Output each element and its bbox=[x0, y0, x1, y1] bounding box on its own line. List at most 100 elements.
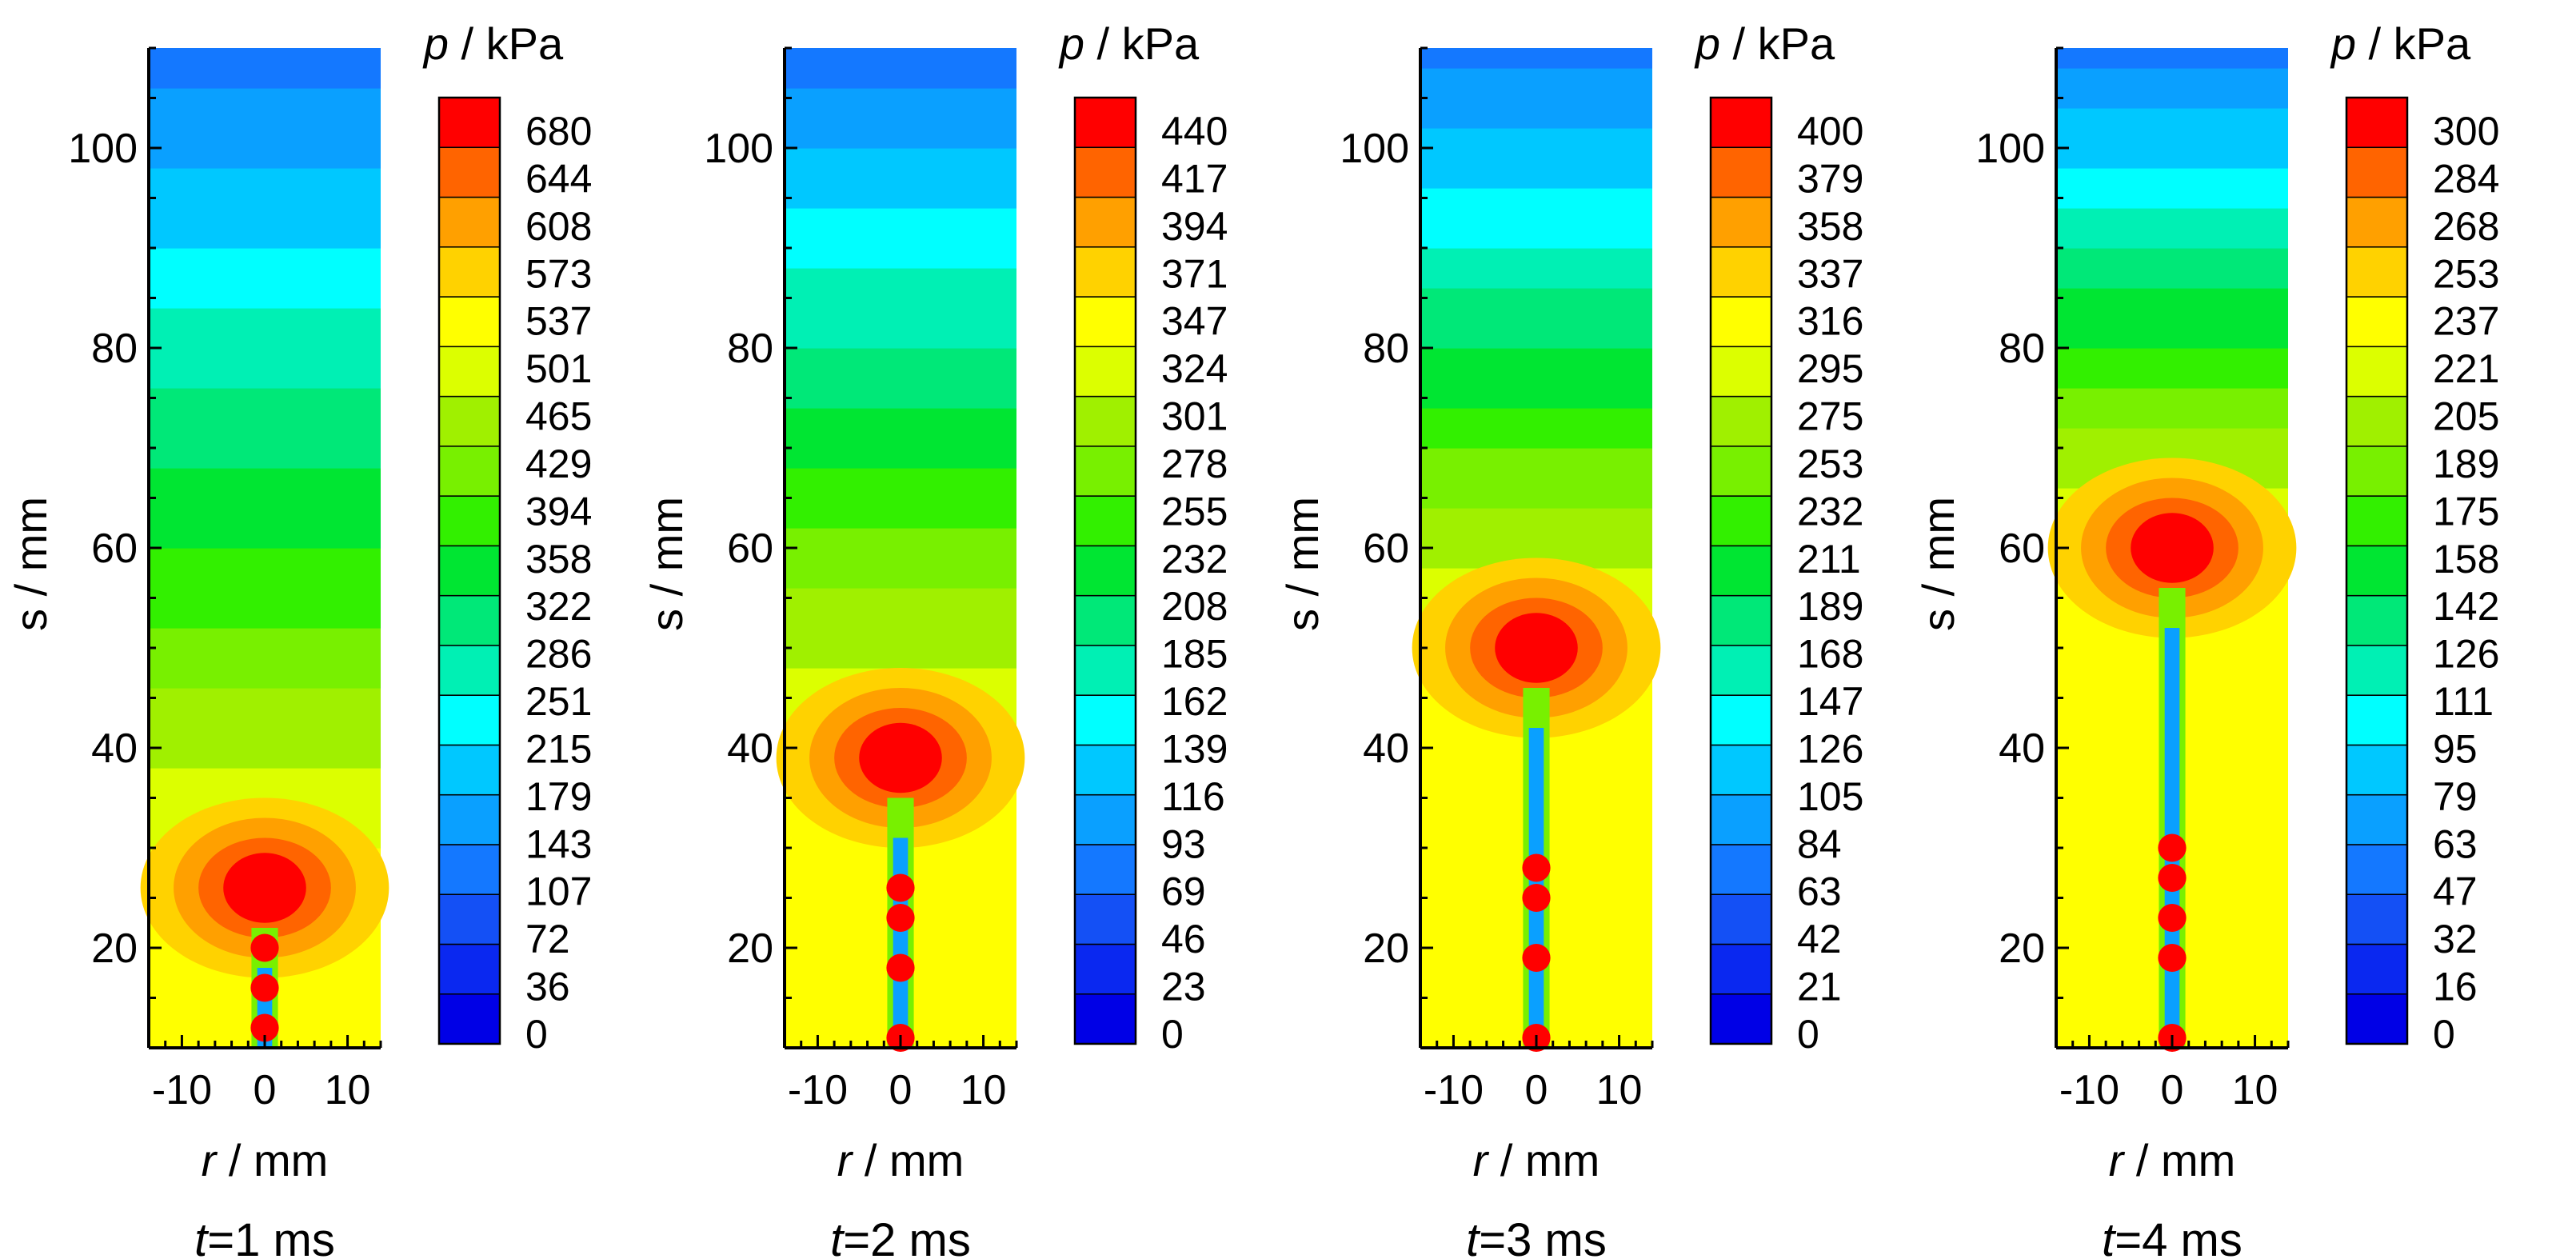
x-tick-label: 0 bbox=[1525, 1067, 1548, 1113]
jet-droplet bbox=[886, 904, 915, 932]
colorbar: 0163247637995111126142158175189205221237… bbox=[2330, 18, 2500, 1057]
contour-field bbox=[1412, 48, 1661, 1052]
colorbar-swatch bbox=[1710, 844, 1772, 895]
contour-band bbox=[1420, 268, 1652, 289]
colorbar-swatch bbox=[1074, 395, 1136, 447]
x-axis-label: r / mm bbox=[1473, 1135, 1600, 1185]
contour-band bbox=[785, 108, 1016, 129]
contour-band bbox=[785, 328, 1016, 349]
colorbar-swatch bbox=[2346, 246, 2408, 298]
jet-droplet bbox=[1522, 884, 1551, 912]
contour-band bbox=[785, 88, 1016, 109]
x-tick-label: -10 bbox=[788, 1067, 848, 1113]
colorbar-swatch bbox=[438, 943, 501, 995]
contour-band bbox=[785, 648, 1016, 669]
contour-band bbox=[149, 208, 381, 229]
contour-band bbox=[149, 328, 381, 349]
contour-band bbox=[149, 428, 381, 449]
contour-band bbox=[1420, 288, 1652, 309]
colorbar-title-var: p bbox=[2330, 18, 2356, 69]
colorbar-swatch bbox=[2346, 97, 2408, 149]
x-axis-label-var: r bbox=[837, 1135, 854, 1185]
colorbar-level-label: 337 bbox=[1797, 251, 1863, 296]
x-axis-label: r / mm bbox=[837, 1135, 965, 1185]
contour-band bbox=[1420, 348, 1652, 369]
contour-band bbox=[2056, 188, 2288, 209]
contour-band bbox=[2056, 268, 2288, 289]
contour-band bbox=[149, 308, 381, 329]
colorbar-swatch bbox=[438, 545, 501, 597]
colorbar-swatch bbox=[1710, 694, 1772, 746]
colorbar-level-label: 185 bbox=[1161, 632, 1228, 677]
x-tick-label: 0 bbox=[2161, 1067, 2184, 1113]
colorbar-swatch bbox=[1074, 943, 1136, 995]
x-tick-label: 10 bbox=[1596, 1067, 1643, 1113]
x-tick-label: 0 bbox=[254, 1067, 277, 1113]
colorbar-swatch bbox=[438, 395, 501, 447]
contour-band bbox=[149, 268, 381, 289]
colorbar-level-label: 347 bbox=[1161, 299, 1228, 344]
contour-band bbox=[1420, 88, 1652, 109]
colorbar-swatch bbox=[2346, 594, 2408, 646]
colorbar-level-label: 417 bbox=[1161, 156, 1228, 201]
contour-band bbox=[785, 368, 1016, 389]
contour-band bbox=[1420, 408, 1652, 429]
colorbar-swatch bbox=[438, 196, 501, 248]
colorbar-level-label: 371 bbox=[1161, 251, 1228, 296]
colorbar-level-label: 139 bbox=[1161, 726, 1228, 771]
contour-band bbox=[149, 188, 381, 209]
contour-band bbox=[785, 148, 1016, 169]
colorbar-level-label: 111 bbox=[2433, 679, 2494, 724]
contour-band bbox=[785, 588, 1016, 609]
colorbar-swatch bbox=[2346, 196, 2408, 248]
time-label-value: =1 ms bbox=[207, 1214, 335, 1259]
colorbar-swatch bbox=[1074, 594, 1136, 646]
colorbar-level-label: 0 bbox=[1161, 1012, 1184, 1057]
contour-band bbox=[149, 168, 381, 189]
colorbar-swatch bbox=[438, 993, 501, 1045]
jet-droplet bbox=[1522, 853, 1551, 882]
colorbar-swatch bbox=[438, 146, 501, 198]
colorbar-level-label: 46 bbox=[1161, 917, 1206, 961]
y-tick-label: 60 bbox=[1999, 526, 2045, 572]
colorbar-swatch bbox=[1074, 146, 1136, 198]
y-tick-label: 40 bbox=[727, 725, 773, 772]
contour-band bbox=[149, 608, 381, 629]
colorbar-swatch bbox=[1074, 545, 1136, 597]
colorbar-level-label: 573 bbox=[525, 251, 592, 296]
contour-field bbox=[2047, 48, 2297, 1052]
colorbar-level-label: 394 bbox=[1161, 204, 1228, 249]
contour-band bbox=[785, 268, 1016, 289]
contour-band bbox=[149, 108, 381, 129]
colorbar-swatch bbox=[1710, 993, 1772, 1045]
jet-droplet bbox=[250, 1013, 279, 1042]
jet-droplet bbox=[2158, 833, 2187, 862]
colorbar-swatch bbox=[1710, 97, 1772, 149]
colorbar-title-unit: / kPa bbox=[1720, 18, 1835, 69]
colorbar-level-label: 79 bbox=[2433, 774, 2478, 819]
y-tick-label: 20 bbox=[1999, 925, 2045, 972]
colorbar-title: p / kPa bbox=[1058, 18, 1200, 69]
contour-band bbox=[1420, 488, 1652, 509]
y-tick-label: 60 bbox=[91, 526, 138, 572]
pressure-bubble bbox=[1495, 613, 1578, 683]
contour-band bbox=[2056, 348, 2288, 369]
colorbar-level-label: 0 bbox=[2433, 1012, 2455, 1057]
colorbar-swatch bbox=[1710, 346, 1772, 398]
colorbar-level-label: 21 bbox=[1797, 965, 1842, 1009]
x-axis-label-unit: / mm bbox=[216, 1135, 328, 1185]
contour-band bbox=[149, 708, 381, 729]
contour-band bbox=[1420, 68, 1652, 89]
colorbar-level-label: 358 bbox=[525, 537, 592, 582]
colorbar-title: p / kPa bbox=[1694, 18, 1835, 69]
contour-band bbox=[149, 748, 381, 769]
colorbar-level-label: 147 bbox=[1797, 679, 1863, 724]
contour-band bbox=[2056, 168, 2288, 189]
colorbar-level-label: 42 bbox=[1797, 917, 1842, 961]
contour-band bbox=[149, 388, 381, 409]
colorbar-level-label: 316 bbox=[1797, 299, 1863, 344]
contour-band bbox=[785, 388, 1016, 409]
contour-band bbox=[785, 608, 1016, 629]
